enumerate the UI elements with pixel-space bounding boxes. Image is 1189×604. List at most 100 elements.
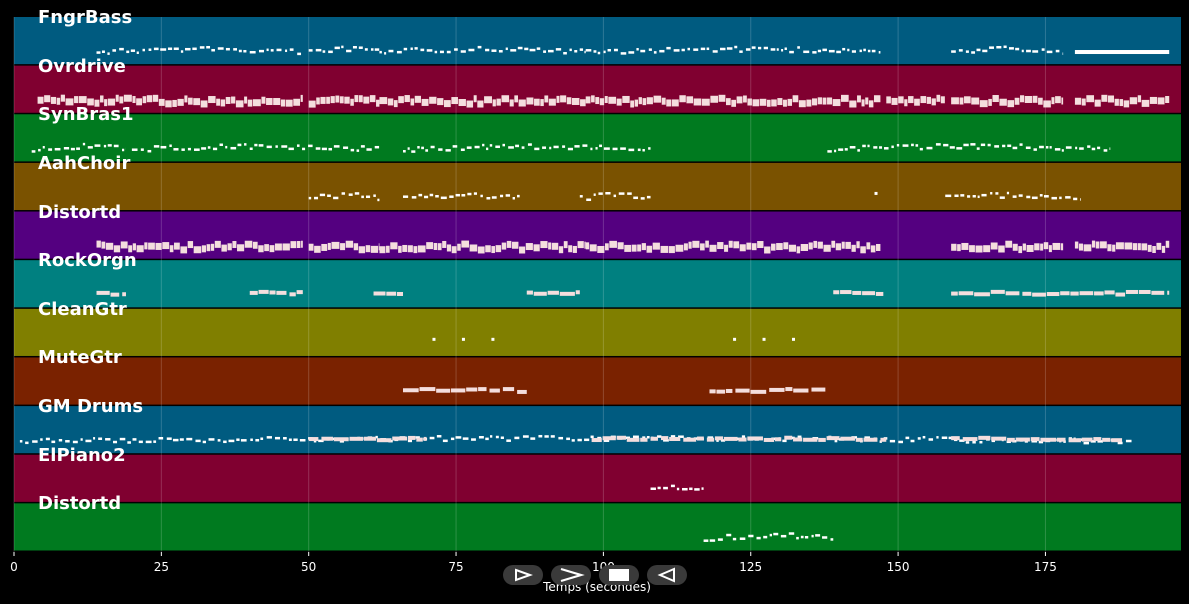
rewind-button[interactable] [647, 565, 687, 585]
note [396, 50, 402, 54]
note [1107, 95, 1115, 103]
note [491, 337, 495, 341]
note [288, 438, 292, 442]
note [603, 50, 606, 54]
note [648, 48, 652, 51]
note [636, 48, 639, 51]
note [1005, 240, 1013, 248]
stop-button[interactable] [599, 565, 639, 585]
note [96, 240, 101, 248]
note [244, 143, 247, 146]
note [1137, 243, 1141, 251]
note [525, 243, 533, 251]
note [724, 244, 729, 252]
note [653, 51, 657, 54]
note [460, 148, 465, 152]
note [101, 50, 105, 53]
note [160, 145, 167, 149]
note [269, 245, 275, 253]
note [473, 192, 478, 195]
note [783, 99, 787, 107]
note [421, 98, 429, 106]
note [712, 50, 718, 53]
track-label: RockOrgn [38, 250, 137, 272]
note [838, 148, 844, 151]
note [847, 48, 850, 52]
note [634, 99, 639, 107]
track-label: GM Drums [38, 396, 144, 418]
fast-forward-button[interactable] [551, 565, 591, 585]
note [455, 436, 462, 439]
note [500, 194, 504, 198]
note [769, 533, 773, 537]
note [313, 439, 317, 443]
note [445, 149, 451, 152]
note [269, 290, 276, 295]
note [558, 436, 564, 440]
note [574, 50, 578, 53]
note [146, 95, 153, 103]
note [514, 95, 519, 103]
note [249, 290, 258, 295]
note [273, 98, 281, 106]
note [358, 246, 366, 254]
note [1024, 95, 1033, 103]
note [296, 144, 300, 147]
note [550, 435, 555, 438]
note [240, 439, 247, 442]
note [1059, 196, 1062, 200]
note [131, 148, 138, 151]
note [1167, 290, 1170, 295]
note [787, 98, 793, 106]
note [1079, 147, 1084, 150]
note [670, 435, 676, 438]
note [206, 45, 211, 49]
note [101, 241, 106, 249]
note [72, 440, 78, 444]
track-lane [14, 406, 1181, 454]
note [425, 149, 429, 152]
x-tick-label: 0 [10, 560, 18, 574]
note [948, 436, 953, 440]
note [562, 145, 566, 148]
note [105, 438, 111, 441]
note [1129, 97, 1138, 105]
note [454, 48, 458, 51]
note [421, 146, 424, 150]
note [743, 95, 747, 103]
note [172, 99, 177, 107]
note [181, 148, 185, 151]
note [633, 196, 639, 200]
note [1141, 243, 1148, 251]
note [1061, 149, 1064, 152]
note [522, 435, 529, 438]
note [498, 50, 503, 53]
note [54, 147, 61, 151]
note [19, 440, 23, 443]
note [333, 196, 339, 200]
note [270, 49, 274, 52]
note [457, 243, 461, 251]
note [477, 246, 485, 254]
note [1100, 241, 1107, 249]
note [994, 145, 1000, 148]
play-button[interactable] [503, 565, 543, 585]
note [1090, 440, 1096, 443]
note [1109, 147, 1111, 150]
note [247, 99, 253, 107]
note [264, 244, 269, 252]
note [840, 436, 855, 441]
note [1091, 240, 1096, 248]
note [314, 196, 319, 200]
note [827, 150, 832, 153]
note [590, 435, 594, 439]
note [624, 436, 631, 440]
note [777, 98, 783, 106]
note [1038, 97, 1043, 105]
note [862, 291, 876, 296]
note [375, 435, 378, 439]
note [652, 242, 660, 250]
note [616, 98, 622, 106]
note [783, 242, 789, 250]
note [220, 99, 226, 107]
